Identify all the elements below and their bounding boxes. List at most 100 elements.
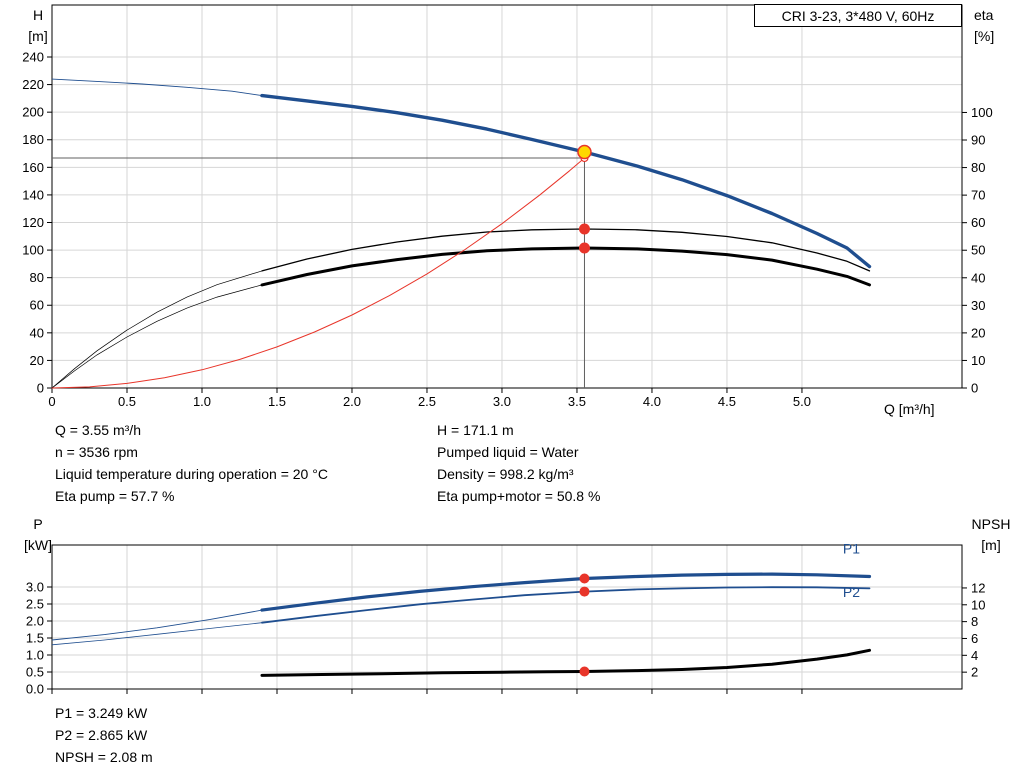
eta-axis-title: eta [%] xyxy=(974,5,1020,47)
y-left-tick-label: 40 xyxy=(30,325,44,340)
head-axis-title: H [m] xyxy=(20,5,56,47)
y-left-tick-label: 80 xyxy=(30,270,44,285)
duty-info-right: H = 171.1 m Pumped liquid = Water Densit… xyxy=(437,419,600,507)
y-left-tick-label: 1.0 xyxy=(26,647,44,662)
x-tick-label: 2.5 xyxy=(418,394,436,409)
y-right-tick-label: 50 xyxy=(971,243,985,258)
y-left-tick-label: 0.0 xyxy=(26,682,44,697)
p1-curve-thin xyxy=(51,609,263,641)
y-right-tick-label: 30 xyxy=(971,298,985,313)
q-axis-title: Q [m³/h] xyxy=(884,401,935,417)
power-npsh-chart[interactable]: 0.0 0.5 1.0 1.5 2.0 2.5 3.0 2 4 6 8 10 12 P1 P2 xyxy=(26,541,986,697)
y-right-tick-label: 90 xyxy=(971,133,985,148)
info-line-liquid: Pumped liquid = Water xyxy=(437,444,579,460)
y-left-tick-label: 100 xyxy=(22,243,44,258)
power-info: P1 = 3.249 kW P2 = 2.865 kW NPSH = 2.08 … xyxy=(55,702,153,768)
x-tick-label: 0.5 xyxy=(118,394,136,409)
y-left-tick-label: 200 xyxy=(22,105,44,120)
system-curve xyxy=(51,157,585,389)
head-axis-title-unit: [m] xyxy=(28,28,48,44)
eta-pump-point[interactable] xyxy=(578,223,590,235)
eta-axis-title-unit: [%] xyxy=(974,28,995,44)
plot-frame xyxy=(51,4,963,389)
p2-point[interactable] xyxy=(579,586,590,597)
y-left-tick-label: 120 xyxy=(22,215,44,230)
y-left-tick-label: 0.5 xyxy=(26,664,44,679)
p1-point[interactable] xyxy=(579,573,590,584)
npsh-axis-title-unit: [m] xyxy=(981,537,1001,553)
info-line-flow: Q = 3.55 m³/h xyxy=(55,422,141,438)
info-line-p2: P2 = 2.865 kW xyxy=(55,727,148,743)
x-tick-label: 4.0 xyxy=(643,394,661,409)
x-tick-label: 0 xyxy=(48,394,55,409)
info-line-speed: n = 3536 rpm xyxy=(55,444,138,460)
info-line-p1: P1 = 3.249 kW xyxy=(55,705,148,721)
info-line-eta-total: Eta pump+motor = 50.8 % xyxy=(437,488,601,504)
eta-pump-curve-thin xyxy=(51,270,263,389)
duty-point[interactable] xyxy=(577,144,592,160)
p2-curve-label: P2 xyxy=(843,584,860,600)
y-right-tick-label: 2 xyxy=(971,665,978,680)
y-right-tick-label: 20 xyxy=(971,325,985,340)
y-left-tick-label: 240 xyxy=(22,49,44,64)
y-left-tick-label: 1.5 xyxy=(26,630,44,645)
npsh-axis-title-symbol: NPSH xyxy=(971,516,1011,532)
y-right-tick-label: 40 xyxy=(971,270,985,285)
y-left-tick-label: 60 xyxy=(30,298,44,313)
eta-pump-motor-curve xyxy=(260,246,871,287)
y-right-tick-label: 4 xyxy=(971,648,978,663)
x-tick-label: 4.5 xyxy=(718,394,736,409)
power-axis-title: P [kW] xyxy=(16,514,60,556)
x-tick-label: 2.0 xyxy=(343,394,361,409)
y-left-tick-label: 180 xyxy=(22,132,44,147)
x-tick-label: 5.0 xyxy=(793,394,811,409)
y-right-tick-label: 60 xyxy=(971,215,985,230)
x-tick-label: 3.5 xyxy=(568,394,586,409)
info-line-density: Density = 998.2 kg/m³ xyxy=(437,466,574,482)
power-axis-title-symbol: P xyxy=(33,516,43,532)
y-right-tick-label: 12 xyxy=(971,580,985,595)
npsh-axis-title: NPSH [m] xyxy=(962,514,1020,556)
npsh-point[interactable] xyxy=(579,666,590,677)
head-curve-thin xyxy=(51,78,263,97)
y-left-tick-label: 0 xyxy=(37,381,44,396)
y-right-tick-label: 70 xyxy=(971,188,985,203)
duty-info-left: Q = 3.55 m³/h n = 3536 rpm Liquid temper… xyxy=(55,419,328,507)
eta-pump-motor-curve-thin xyxy=(51,284,263,389)
y-right-tick-label: 100 xyxy=(971,105,993,120)
y-left-tick-label: 2.0 xyxy=(26,613,44,628)
y-right-tick-label: 10 xyxy=(971,353,985,368)
y-right-tick-label: 8 xyxy=(971,614,978,629)
x-tick-label: 3.0 xyxy=(493,394,511,409)
head-curve xyxy=(260,93,872,269)
power-axis-title-unit: [kW] xyxy=(24,537,52,553)
y-right-tick-label: 0 xyxy=(971,381,978,396)
p1-curve-label: P1 xyxy=(843,541,860,557)
y-left-tick-label: 220 xyxy=(22,77,44,92)
eta-pump-motor-point[interactable] xyxy=(578,242,590,254)
qh-eta-chart[interactable]: 0 0.5 1.0 1.5 2.0 2.5 3.0 3.5 4.0 4.5 5.0 0 20 40 60 80… xyxy=(22,4,993,409)
eta-axis-title-symbol: eta xyxy=(974,7,994,23)
p2-curve-thin xyxy=(51,622,263,646)
info-line-head: H = 171.1 m xyxy=(437,422,514,438)
info-line-npsh: NPSH = 2.08 m xyxy=(55,749,153,765)
p2-curve xyxy=(261,586,871,624)
y-left-tick-label: 140 xyxy=(22,187,44,202)
x-tick-label: 1.0 xyxy=(193,394,211,409)
y-right-tick-label: 10 xyxy=(971,597,985,612)
x-tick-label: 1.5 xyxy=(268,394,286,409)
head-axis-title-symbol: H xyxy=(32,7,44,23)
pump-name-box: CRI 3-23, 3*480 V, 60Hz xyxy=(754,4,962,27)
y-left-tick-label: 3.0 xyxy=(26,579,44,594)
y-left-tick-label: 160 xyxy=(22,160,44,175)
info-line-temperature: Liquid temperature during operation = 20… xyxy=(55,466,328,482)
plot-frame xyxy=(51,544,963,690)
y-right-tick-label: 6 xyxy=(971,631,978,646)
y-right-tick-label: 80 xyxy=(971,160,985,175)
info-line-eta-pump: Eta pump = 57.7 % xyxy=(55,488,175,504)
npsh-curve xyxy=(260,648,871,677)
y-left-tick-label: 20 xyxy=(30,353,44,368)
y-left-tick-label: 2.5 xyxy=(26,596,44,611)
